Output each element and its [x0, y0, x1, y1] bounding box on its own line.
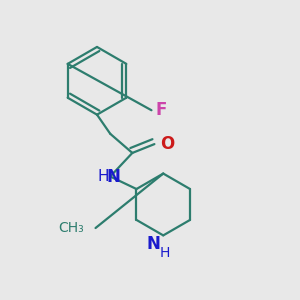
Text: H: H: [160, 246, 170, 260]
Text: O: O: [160, 135, 174, 153]
Text: N: N: [146, 235, 160, 253]
Text: CH₃: CH₃: [58, 221, 84, 235]
Text: N: N: [106, 167, 120, 185]
Text: H: H: [97, 169, 109, 184]
Text: F: F: [156, 101, 167, 119]
